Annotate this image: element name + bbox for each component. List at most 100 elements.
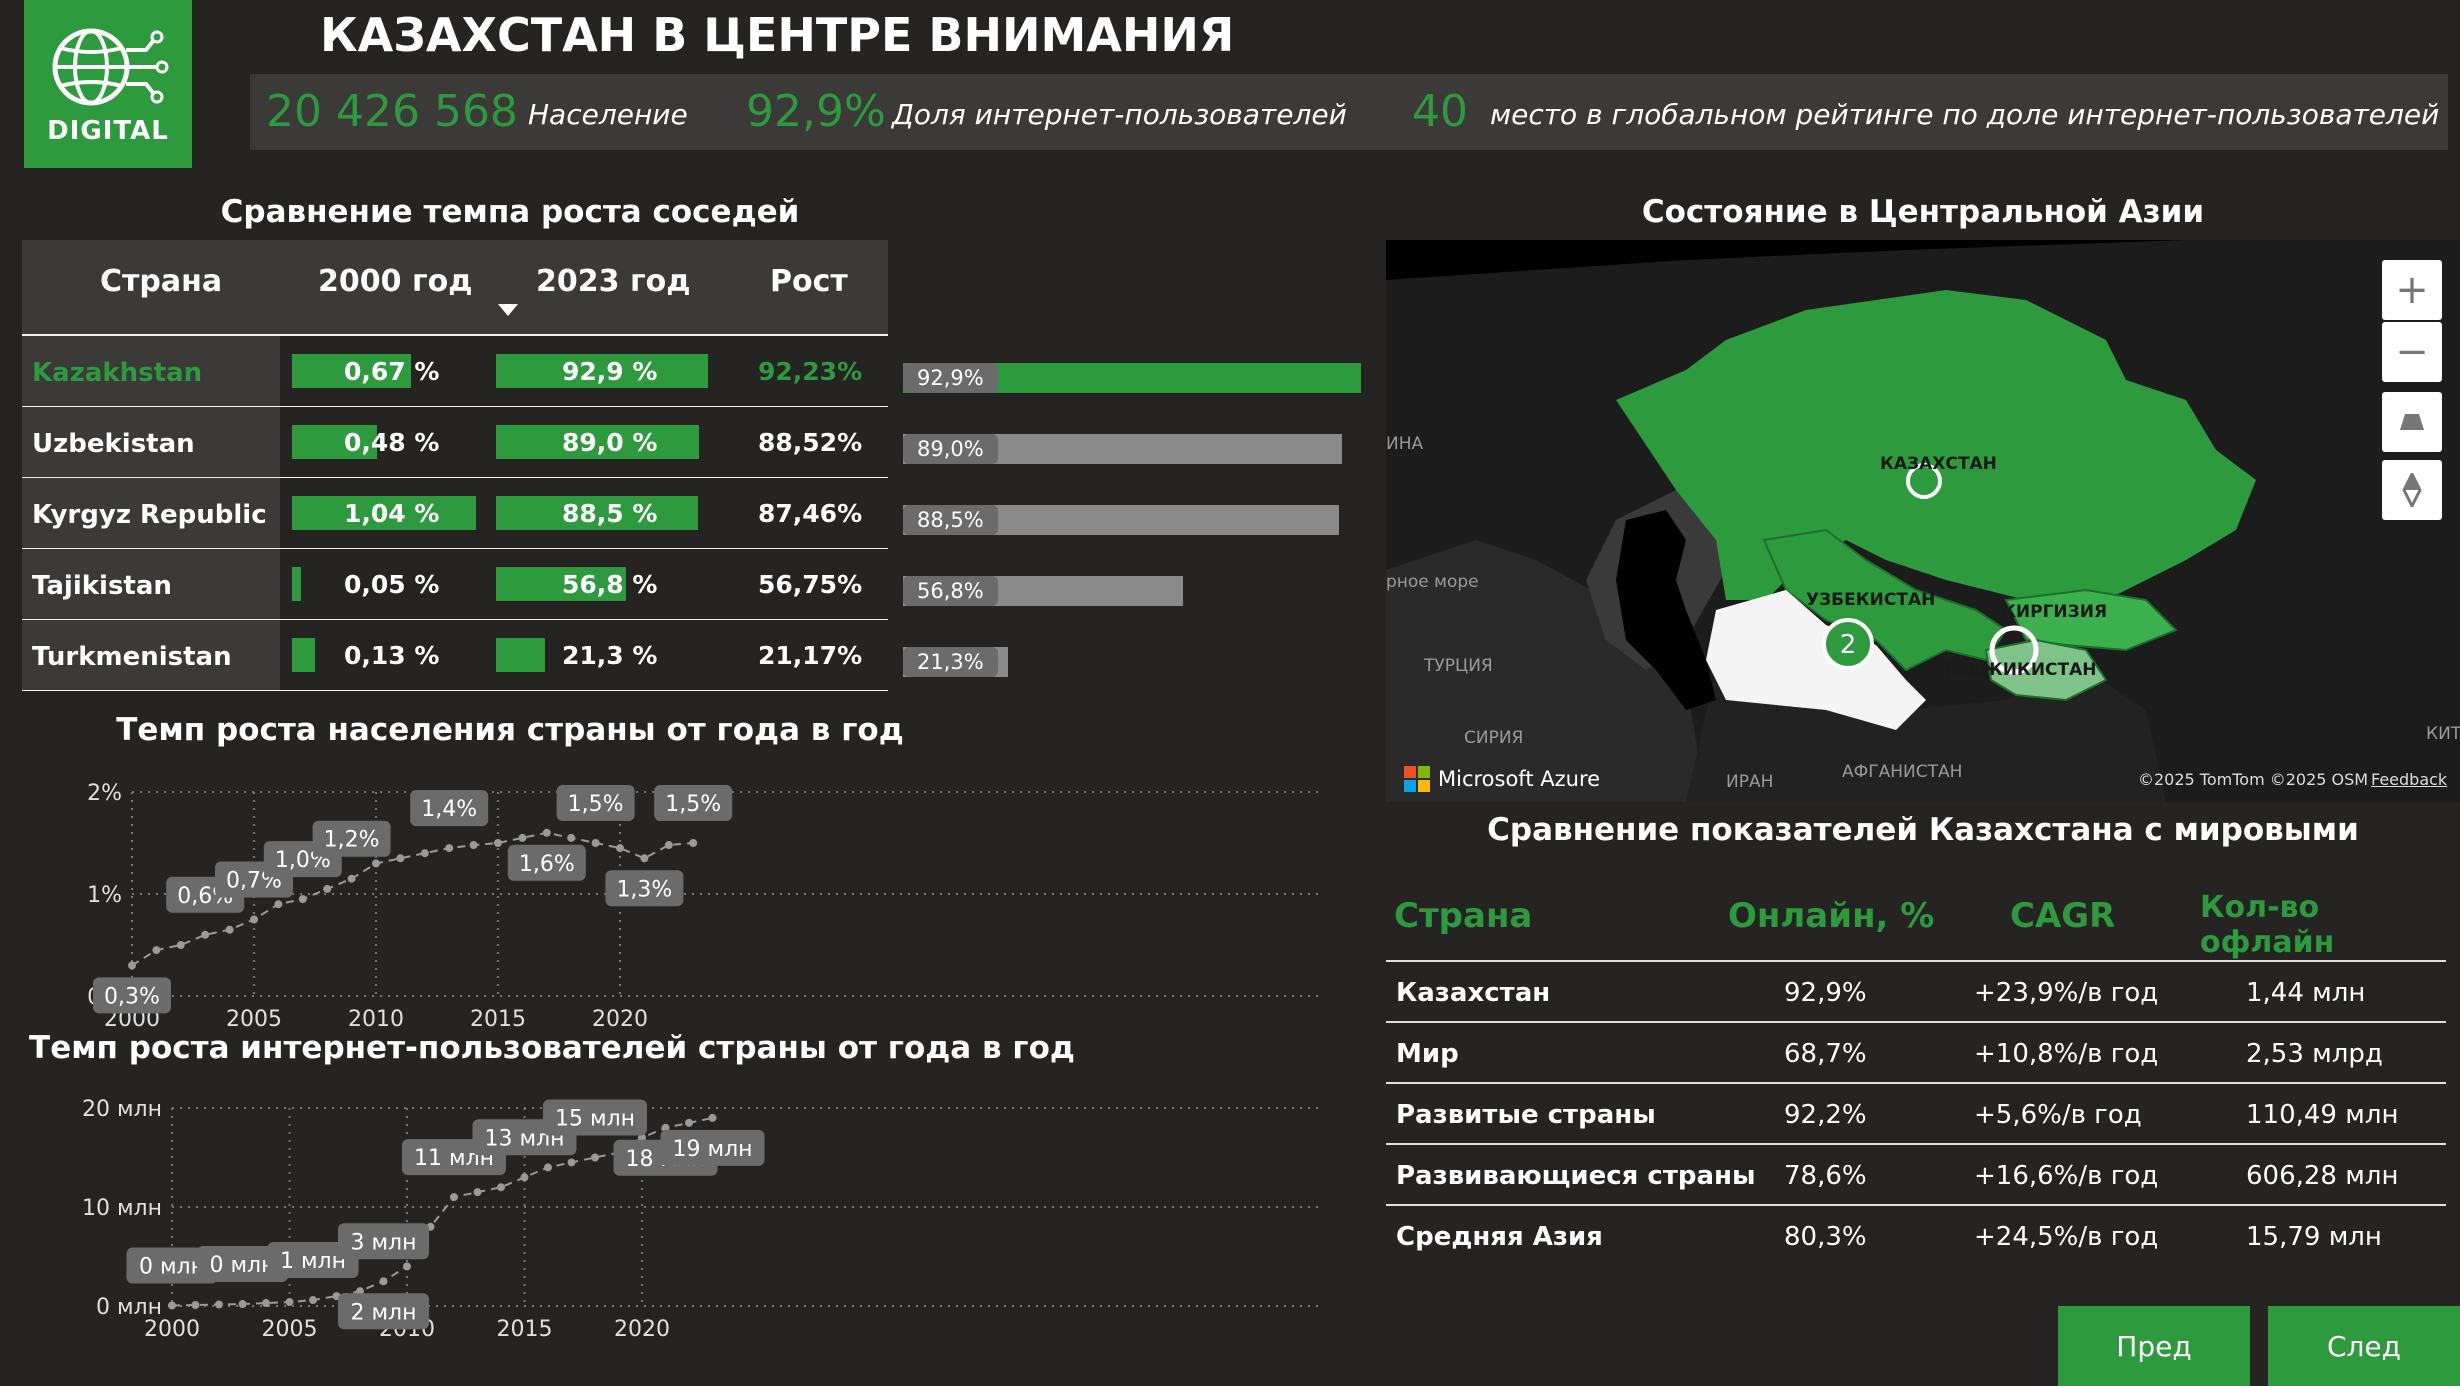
table-row[interactable]: Turkmenistan 0,13 % 21,3 % 21,17% xyxy=(22,620,888,691)
data-label: 1,2% xyxy=(324,828,380,853)
comparison-offline: 110,49 млн xyxy=(2246,1100,2399,1130)
data-point[interactable] xyxy=(591,839,600,847)
comparison-row: Развитые страны 92,2% +5,6%/в год 110,49 мл… xyxy=(1386,1082,2446,1143)
table-row[interactable]: Uzbekistan 0,48 % 89,0 % 88,52% xyxy=(22,407,888,478)
data-label: 0,3% xyxy=(104,984,160,1009)
table-row[interactable]: Kazakhstan 0,67 % 92,9 % 92,23% xyxy=(22,336,888,407)
data-point[interactable] xyxy=(285,1298,294,1307)
data-point[interactable] xyxy=(262,1299,270,1308)
data-point[interactable] xyxy=(420,849,429,858)
column-header-country[interactable]: Страна xyxy=(100,264,223,299)
data-point[interactable] xyxy=(567,1158,576,1167)
sort-desc-icon[interactable] xyxy=(496,302,520,318)
zoom-out-button[interactable]: − xyxy=(2382,322,2442,382)
data-point[interactable] xyxy=(473,1188,482,1197)
internet-chart-title: Темп роста интернет-пользователей страны… xyxy=(29,1030,1075,1066)
data-point[interactable] xyxy=(591,1153,599,1162)
value-2023: 89,0 % xyxy=(562,428,658,457)
data-point[interactable] xyxy=(128,961,136,970)
zoom-in-button[interactable]: + xyxy=(2382,260,2442,320)
prev-button[interactable]: Пред xyxy=(2058,1306,2250,1386)
kpi-internet-share-value: 92,9% xyxy=(746,86,886,137)
data-point[interactable] xyxy=(661,1123,670,1132)
data-label: 19 млн xyxy=(672,1137,752,1162)
table-header: Страна 2000 год 2023 год Рост xyxy=(22,240,888,336)
central-asia-map[interactable]: 2 КАЗАХСТАН УЗБЕКИСТАН КИРГИЗИЯ ТАДЖИКИС… xyxy=(1386,240,2460,802)
data-point[interactable] xyxy=(225,925,234,934)
data-point[interactable] xyxy=(494,839,502,847)
data-point[interactable] xyxy=(379,1277,388,1286)
data-point[interactable] xyxy=(347,874,356,883)
data-point[interactable] xyxy=(176,941,185,949)
country-cell: Kyrgyz Republic xyxy=(22,478,280,548)
compass-icon[interactable] xyxy=(2382,460,2442,520)
data-point[interactable] xyxy=(356,1287,364,1296)
tilt-icon[interactable] xyxy=(2382,392,2442,452)
map-cluster-count[interactable]: 2 xyxy=(1840,630,1857,660)
map-label-uzbekistan: УЗБЕКИСТАН xyxy=(1806,590,1936,610)
comparison-cagr: +24,5%/в год xyxy=(1974,1222,2159,1252)
data-point[interactable] xyxy=(708,1113,717,1122)
column-header-2023[interactable]: 2023 год xyxy=(536,264,691,299)
data-point[interactable] xyxy=(403,1262,411,1271)
data-point[interactable] xyxy=(664,841,673,850)
x-tick-label: 2015 xyxy=(497,1317,553,1342)
data-point[interactable] xyxy=(469,841,478,850)
data-point[interactable] xyxy=(168,1301,176,1310)
data-point[interactable] xyxy=(274,900,283,909)
kpi-rank-label: место в глобальном рейтинге по доле инте… xyxy=(1490,98,2440,131)
map-label-tajikistan: ТАДЖИКИСТАН xyxy=(1942,660,2097,680)
data-point[interactable] xyxy=(520,1173,529,1182)
value-2000: 0,67 % xyxy=(344,357,440,386)
value-2000: 0,13 % xyxy=(344,641,440,670)
data-point[interactable] xyxy=(497,1183,505,1192)
data-point[interactable] xyxy=(567,833,576,842)
page-title: КАЗАХСТАН В ЦЕНТРЕ ВНИМАНИЯ xyxy=(320,8,1235,62)
data-point[interactable] xyxy=(372,859,380,868)
column-header-growth[interactable]: Рост xyxy=(770,264,848,299)
share-bar-label: 56,8% xyxy=(903,576,998,606)
data-point[interactable] xyxy=(640,854,649,863)
data-point[interactable] xyxy=(298,895,307,904)
data-label: 1,5% xyxy=(568,792,624,817)
data-point[interactable] xyxy=(450,1193,458,1202)
comparison-online: 92,2% xyxy=(1784,1100,1867,1130)
next-button[interactable]: След xyxy=(2268,1306,2460,1386)
data-point[interactable] xyxy=(638,1133,646,1142)
bar-2000 xyxy=(292,354,411,388)
data-point[interactable] xyxy=(215,1300,223,1309)
comparison-cagr: +5,6%/в год xyxy=(1974,1100,2142,1130)
comparison-header-country: Страна xyxy=(1394,896,1533,936)
data-point[interactable] xyxy=(323,884,332,893)
column-header-2000[interactable]: 2000 год xyxy=(318,264,473,299)
data-point[interactable] xyxy=(152,946,161,955)
data-label: 0 млн xyxy=(139,1255,205,1280)
value-2000: 0,48 % xyxy=(344,428,440,457)
bar-2023 xyxy=(496,638,545,672)
map-label-kyrgyzstan: КИРГИЗИЯ xyxy=(2002,602,2108,622)
data-point[interactable] xyxy=(201,930,210,939)
data-point[interactable] xyxy=(238,1300,247,1309)
table-row[interactable]: Kyrgyz Republic 1,04 % 88,5 % 87,46% xyxy=(22,478,888,549)
data-point[interactable] xyxy=(250,915,258,924)
map-feedback-link[interactable]: Feedback xyxy=(2371,770,2448,789)
country-cell: Turkmenistan xyxy=(22,620,280,690)
table-row[interactable]: Tajikistan 0,05 % 56,8 % 56,75% xyxy=(22,549,888,620)
data-point[interactable] xyxy=(542,828,551,837)
data-point[interactable] xyxy=(544,1163,552,1172)
data-point[interactable] xyxy=(685,1118,693,1127)
y-tick-label: 1% xyxy=(87,883,122,908)
data-point[interactable] xyxy=(616,844,624,853)
data-point[interactable] xyxy=(309,1296,317,1305)
kpi-population-label: Население xyxy=(528,98,688,131)
data-point[interactable] xyxy=(518,833,527,842)
data-label-pill xyxy=(126,1247,218,1284)
comparison-name: Казахстан xyxy=(1396,978,1551,1008)
data-point[interactable] xyxy=(396,854,405,863)
data-point[interactable] xyxy=(689,839,698,847)
data-point[interactable] xyxy=(445,844,454,853)
data-label-pill xyxy=(312,820,391,857)
data-label-pill xyxy=(654,785,733,821)
data-point[interactable] xyxy=(191,1301,200,1310)
x-tick-label: 2020 xyxy=(614,1317,670,1342)
